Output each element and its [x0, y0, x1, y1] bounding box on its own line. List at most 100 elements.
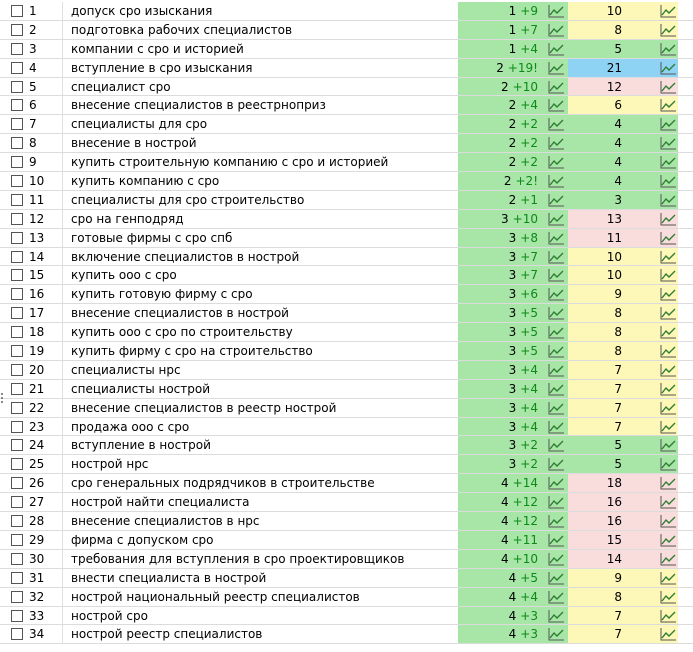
line-chart-icon[interactable] [548, 156, 564, 169]
line-chart-icon[interactable] [548, 628, 564, 641]
row-checkbox[interactable] [11, 458, 23, 471]
line-chart-icon[interactable] [548, 326, 564, 339]
table-row[interactable]: 26 сро генеральных подрядчиков в строител… [0, 474, 693, 494]
line-chart-icon[interactable] [548, 250, 564, 264]
line-chart-icon[interactable] [660, 326, 676, 339]
table-row[interactable]: 16 купить готовую фирму с сро 3 +6 9 [0, 285, 693, 305]
line-chart-icon[interactable] [660, 193, 676, 207]
line-chart-icon[interactable] [548, 61, 564, 75]
table-row[interactable]: 31 внести специалиста в нострой 4 +5 9 [0, 568, 693, 588]
table-row[interactable]: 5 специалист сро 2 +10 12 [0, 77, 693, 97]
line-chart-icon[interactable] [548, 496, 564, 509]
line-chart-icon[interactable] [660, 363, 676, 377]
line-chart-icon[interactable] [548, 363, 564, 377]
table-row[interactable]: 28 внесение специалистов в нрс 4 +12 16 [0, 512, 693, 531]
row-checkbox[interactable] [11, 156, 23, 169]
line-chart-icon[interactable] [660, 307, 676, 320]
line-chart-icon[interactable] [548, 212, 564, 226]
table-row[interactable]: 6 внесение специалистов в реестрноприз 2 +4… [0, 96, 693, 116]
line-chart-icon[interactable] [660, 61, 676, 75]
row-checkbox[interactable] [11, 420, 23, 433]
line-chart-icon[interactable] [660, 590, 676, 604]
line-chart-icon[interactable] [660, 288, 676, 301]
line-chart-icon[interactable] [660, 515, 676, 528]
table-row[interactable]: 17 внесение специалистов в нострой 3 +5 8 [0, 304, 693, 324]
row-checkbox[interactable] [11, 231, 23, 244]
table-row[interactable]: 3 компании с сро и историей 1 +4 5 [0, 39, 693, 59]
row-checkbox[interactable] [11, 439, 23, 452]
table-row[interactable]: 19 купить фирму с сро на строительство 3 +5… [0, 342, 693, 361]
line-chart-icon[interactable] [548, 193, 564, 207]
line-chart-icon[interactable] [660, 269, 676, 282]
line-chart-icon[interactable] [548, 42, 564, 56]
table-row[interactable]: 27 нострой найти специалиста 4 +12 16 [0, 493, 693, 513]
table-row[interactable]: 13 готовые фирмы с сро спб 3 +8 11 [0, 228, 693, 248]
row-checkbox[interactable] [11, 42, 23, 55]
table-row[interactable]: 22 внесение специалистов в реестр нострой… [0, 398, 693, 418]
table-row[interactable]: 32 нострой национальный реестр специалист… [0, 587, 693, 607]
line-chart-icon[interactable] [660, 80, 676, 94]
row-checkbox[interactable] [11, 496, 23, 509]
line-chart-icon[interactable] [660, 439, 676, 452]
row-checkbox[interactable] [11, 288, 23, 301]
line-chart-icon[interactable] [548, 477, 564, 490]
row-checkbox[interactable] [11, 269, 23, 282]
row-checkbox[interactable] [11, 193, 23, 206]
table-row[interactable]: 21 специалисты нострой 3 +4 7 [0, 379, 693, 399]
table-row[interactable]: 1 допуск сро изыскания 1 +9 10 [0, 2, 693, 21]
row-checkbox[interactable] [11, 533, 23, 546]
table-row[interactable]: 9 купить строительную компанию с сро и ис… [0, 153, 693, 173]
row-checkbox[interactable] [11, 118, 23, 131]
row-checkbox[interactable] [11, 61, 23, 74]
table-row[interactable]: 8 внесение в нострой 2 +2 4 [0, 134, 693, 154]
line-chart-icon[interactable] [548, 80, 564, 94]
line-chart-icon[interactable] [660, 231, 676, 245]
table-row[interactable]: 25 нострой нрс 3 +2 5 [0, 455, 693, 475]
line-chart-icon[interactable] [548, 175, 564, 188]
line-chart-icon[interactable] [660, 571, 676, 585]
line-chart-icon[interactable] [548, 345, 564, 358]
row-checkbox[interactable] [11, 382, 23, 395]
line-chart-icon[interactable] [660, 175, 676, 188]
line-chart-icon[interactable] [548, 118, 564, 131]
table-row[interactable]: 10 купить компанию с сро 2 +2! 4 [0, 172, 693, 191]
line-chart-icon[interactable] [548, 99, 564, 112]
row-checkbox[interactable] [11, 212, 23, 225]
line-chart-icon[interactable] [660, 137, 676, 150]
line-chart-icon[interactable] [548, 439, 564, 452]
table-row[interactable]: 34 нострой реестр специалистов 4 +3 7 [0, 625, 693, 645]
line-chart-icon[interactable] [548, 137, 564, 150]
row-checkbox[interactable] [11, 552, 23, 565]
line-chart-icon[interactable] [660, 609, 676, 623]
table-row[interactable]: 33 нострой сро 4 +3 7 [0, 606, 693, 626]
table-row[interactable]: 18 купить ооо с сро по строительству 3 +5 8 [0, 323, 693, 343]
row-checkbox[interactable] [11, 250, 23, 263]
line-chart-icon[interactable] [548, 269, 564, 282]
line-chart-icon[interactable] [660, 99, 676, 112]
line-chart-icon[interactable] [660, 552, 676, 566]
line-chart-icon[interactable] [548, 382, 564, 396]
line-chart-icon[interactable] [548, 401, 564, 415]
table-row[interactable]: 30 требования для вступления в сро проект… [0, 549, 693, 569]
line-chart-icon[interactable] [660, 458, 676, 471]
line-chart-icon[interactable] [660, 212, 676, 226]
table-row[interactable]: 20 специалисты нрс 3 +4 7 [0, 360, 693, 380]
line-chart-icon[interactable] [660, 42, 676, 56]
table-row[interactable]: 24 вступление в нострой 3 +2 5 [0, 436, 693, 456]
line-chart-icon[interactable] [548, 458, 564, 471]
line-chart-icon[interactable] [548, 23, 564, 37]
row-checkbox[interactable] [11, 307, 23, 320]
line-chart-icon[interactable] [660, 496, 676, 509]
splitter-handle[interactable] [1, 393, 4, 407]
line-chart-icon[interactable] [660, 345, 676, 358]
row-checkbox[interactable] [11, 609, 23, 622]
line-chart-icon[interactable] [660, 420, 676, 434]
line-chart-icon[interactable] [660, 250, 676, 264]
line-chart-icon[interactable] [660, 477, 676, 490]
table-row[interactable]: 15 купить ооо с сро 3 +7 10 [0, 266, 693, 286]
row-checkbox[interactable] [11, 477, 23, 490]
table-row[interactable]: 12 сро на генподряд 3 +10 13 [0, 209, 693, 229]
line-chart-icon[interactable] [660, 382, 676, 396]
line-chart-icon[interactable] [548, 288, 564, 301]
row-checkbox[interactable] [11, 628, 23, 641]
